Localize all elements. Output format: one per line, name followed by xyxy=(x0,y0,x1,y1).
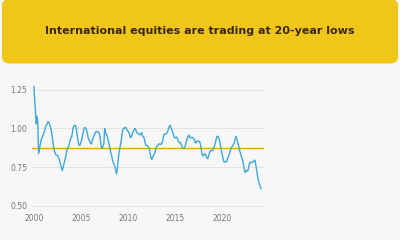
Legend: Trailing Price to Earnings Ratio, Average: Trailing Price to Earnings Ratio, Averag… xyxy=(26,34,192,46)
Text: International equities are trading at 20-year lows: International equities are trading at 20… xyxy=(45,26,355,36)
